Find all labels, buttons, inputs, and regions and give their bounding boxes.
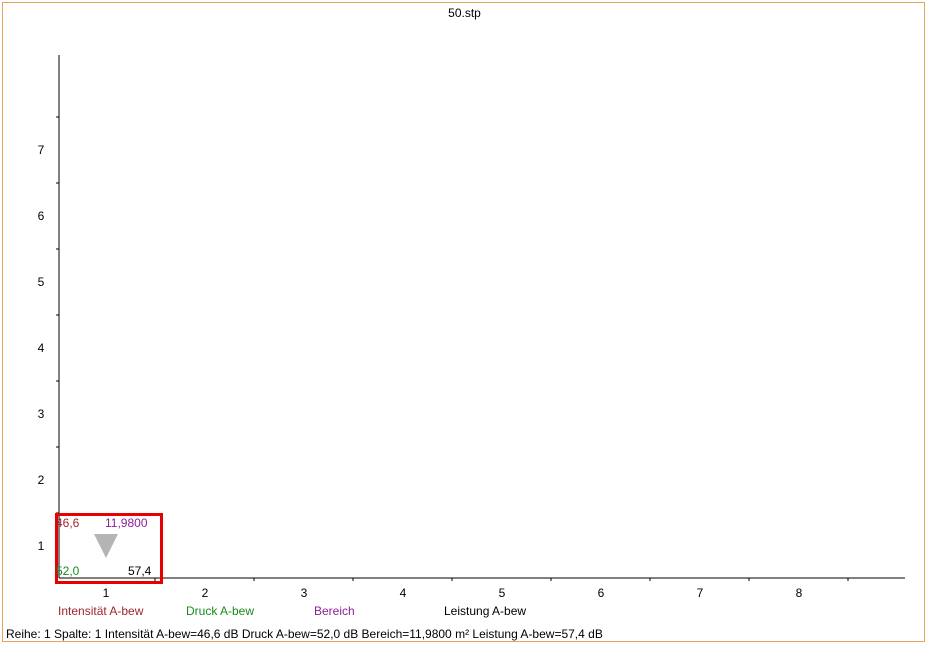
y-tick-label: 1	[38, 539, 45, 553]
axes	[58, 55, 905, 579]
cell-power-value: 57,4	[128, 564, 152, 578]
y-axis-ticks: 1 2 3 4 5 6 7	[38, 116, 59, 553]
x-tick-label: 1	[103, 586, 110, 600]
y-tick-label: 7	[38, 143, 45, 157]
x-tick-label: 3	[301, 586, 308, 600]
y-tick-label: 4	[38, 341, 45, 355]
cell-intensity-value: 46,6	[56, 516, 80, 530]
window-title: 50.stp	[448, 6, 481, 20]
y-tick-label: 5	[38, 275, 45, 289]
legend-intensity: Intensität A-bew	[58, 604, 144, 618]
y-tick-label: 3	[38, 407, 45, 421]
x-axis-ticks: 1 2 3 4 5 6 7 8	[103, 578, 849, 600]
selected-cell-highlight[interactable]	[55, 513, 163, 584]
data-points[interactable]	[94, 534, 118, 558]
y-tick-label: 6	[38, 209, 45, 223]
x-tick-label: 7	[697, 586, 704, 600]
x-tick-label: 2	[202, 586, 209, 600]
cell-pressure-value: 52,0	[56, 564, 80, 578]
x-tick-label: 8	[796, 586, 803, 600]
legend-area: Bereich	[314, 604, 355, 618]
cell-area-value: 11,9800	[105, 516, 148, 530]
legend-pressure: Druck A-bew	[186, 604, 255, 618]
status-bar: Reihe: 1 Spalte: 1 Intensität A-bew=46,6…	[6, 627, 603, 641]
x-tick-label: 6	[598, 586, 605, 600]
data-point-marker[interactable]	[94, 534, 118, 558]
x-tick-label: 5	[499, 586, 506, 600]
y-tick-label: 2	[38, 473, 45, 487]
x-tick-label: 4	[400, 586, 407, 600]
legend-power: Leistung A-bew	[444, 604, 527, 618]
